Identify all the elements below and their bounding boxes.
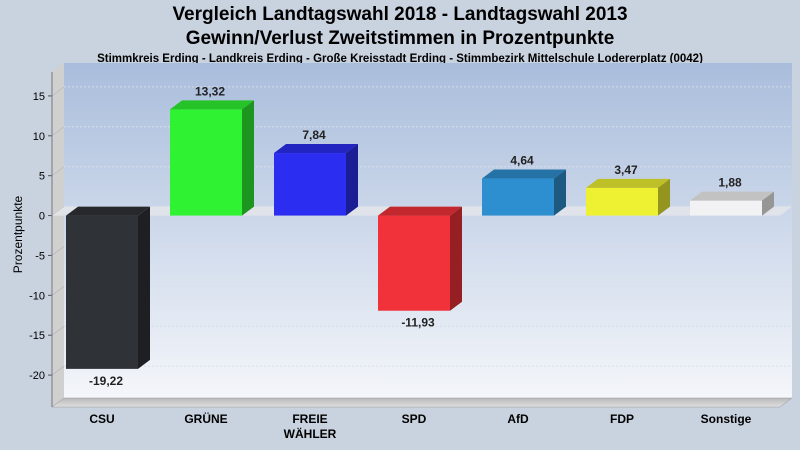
x-tick-label: Sonstige bbox=[701, 412, 752, 426]
gridline-side bbox=[51, 166, 65, 176]
y-tick-label: 0 bbox=[39, 211, 45, 223]
bar bbox=[690, 191, 774, 216]
x-tick-label: CSU bbox=[89, 412, 114, 426]
gridline-side bbox=[51, 365, 65, 376]
bar-side bbox=[554, 169, 566, 216]
y-tick-label: -5 bbox=[35, 250, 45, 262]
bar-top bbox=[170, 100, 254, 110]
x-tick-label: FDP bbox=[610, 412, 634, 426]
y-axis-label: Prozentpunkte bbox=[11, 195, 25, 273]
data-label: 4,64 bbox=[510, 154, 534, 168]
data-label: 7,84 bbox=[302, 128, 326, 142]
data-label: -19,22 bbox=[89, 374, 123, 388]
y-tick-label: -10 bbox=[29, 290, 45, 302]
x-tick-label: SPD bbox=[402, 412, 427, 426]
chart-title: Vergleich Landtagswahl 2018 - Landtagswa… bbox=[172, 4, 628, 25]
bar-front bbox=[378, 215, 450, 311]
bar bbox=[586, 178, 670, 216]
bar-front bbox=[586, 187, 658, 216]
y-tick-label: -15 bbox=[29, 330, 45, 342]
bar bbox=[274, 144, 358, 216]
bar-top bbox=[66, 206, 150, 216]
bar bbox=[482, 169, 566, 216]
plot-side-wall bbox=[52, 63, 64, 407]
gridline-side bbox=[51, 86, 65, 97]
bar bbox=[66, 206, 150, 369]
data-label: 3,47 bbox=[614, 163, 638, 177]
bar-side bbox=[242, 100, 254, 216]
bar-top bbox=[586, 178, 670, 188]
bar-side bbox=[450, 206, 462, 311]
bar-front bbox=[66, 215, 138, 369]
data-label: -11,93 bbox=[401, 316, 435, 330]
y-tick-label: -20 bbox=[29, 370, 45, 382]
data-label: 1,88 bbox=[718, 176, 742, 190]
bar bbox=[378, 206, 462, 311]
gridline-side bbox=[51, 126, 65, 137]
x-tick-label: FREIE bbox=[292, 412, 327, 426]
bar-top bbox=[690, 191, 774, 201]
bar-side bbox=[138, 206, 150, 369]
y-tick-label: 5 bbox=[39, 171, 45, 183]
bar-front bbox=[274, 153, 346, 216]
bar-top bbox=[482, 169, 566, 179]
x-tick-label: WÄHLER bbox=[284, 426, 337, 441]
bar-side bbox=[658, 178, 670, 216]
bar bbox=[170, 100, 254, 216]
y-tick-label: 15 bbox=[33, 91, 45, 103]
plot-floor bbox=[51, 397, 793, 408]
bar-side bbox=[762, 191, 774, 216]
bar-front bbox=[170, 109, 242, 216]
bar-front bbox=[482, 178, 554, 216]
gridline-side bbox=[51, 246, 65, 256]
gridline-side bbox=[51, 325, 65, 336]
gridline-side bbox=[51, 286, 65, 296]
x-tick-label: AfD bbox=[507, 412, 529, 426]
bar-front bbox=[690, 200, 762, 216]
bar-side bbox=[346, 144, 358, 216]
chart-subtitle: Stimmkreis Erding - Landkreis Erding - G… bbox=[97, 53, 703, 65]
y-tick-label: 10 bbox=[33, 131, 45, 143]
bar-top bbox=[274, 144, 358, 154]
chart-title-line2: Gewinn/Verlust Zweitstimmen in Prozentpu… bbox=[185, 28, 615, 49]
x-tick-label: GRÜNE bbox=[184, 411, 227, 426]
data-label: 13,32 bbox=[195, 84, 225, 98]
bar-top bbox=[378, 206, 462, 216]
